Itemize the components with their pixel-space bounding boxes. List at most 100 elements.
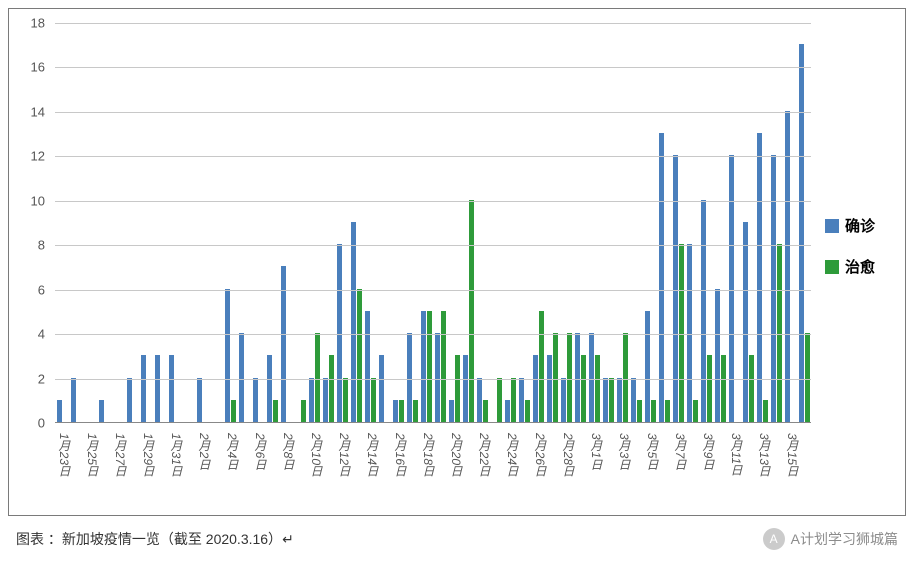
x-tick-label: 3月3日 — [616, 433, 633, 470]
bar-confirmed — [603, 378, 608, 422]
x-tick-label: 1月27日 — [112, 433, 129, 477]
bar-confirmed — [421, 311, 426, 422]
bar-recovered — [581, 355, 586, 422]
x-tick-label: 2月12日 — [336, 433, 353, 477]
x-tick-label: 3月9日 — [700, 433, 717, 470]
x-tick-label: 3月13日 — [756, 433, 773, 477]
grid-line — [55, 67, 811, 68]
bar-confirmed — [337, 244, 342, 422]
bar-recovered — [707, 355, 712, 422]
x-tick-label: 2月16日 — [392, 433, 409, 477]
bar-recovered — [609, 378, 614, 422]
bar-confirmed — [533, 355, 538, 422]
grid-line — [55, 290, 811, 291]
legend-label-confirmed: 确诊 — [845, 215, 875, 236]
bar-confirmed — [799, 44, 804, 422]
bar-recovered — [455, 355, 460, 422]
x-tick-label: 2月24日 — [504, 433, 521, 477]
x-tick-label: 3月5日 — [644, 433, 661, 470]
bar-recovered — [679, 244, 684, 422]
grid-line — [55, 201, 811, 202]
grid-line — [55, 334, 811, 335]
bar-recovered — [665, 400, 670, 422]
x-tick-label: 1月31日 — [168, 433, 185, 477]
bar-confirmed — [715, 289, 720, 422]
bar-recovered — [637, 400, 642, 422]
y-tick-label: 10 — [5, 193, 45, 208]
x-tick-label: 1月23日 — [56, 433, 73, 477]
bar-confirmed — [57, 400, 62, 422]
bars-wrap — [55, 23, 811, 422]
x-tick-label: 3月1日 — [588, 433, 605, 470]
bar-recovered — [329, 355, 334, 422]
bar-recovered — [301, 400, 306, 422]
bar-recovered — [483, 400, 488, 422]
y-tick-label: 0 — [5, 416, 45, 431]
bar-confirmed — [323, 378, 328, 422]
legend-item-confirmed: 确诊 — [825, 215, 875, 236]
bar-confirmed — [547, 355, 552, 422]
grid-line — [55, 379, 811, 380]
bar-recovered — [231, 400, 236, 422]
grid-line — [55, 23, 811, 24]
bar-recovered — [525, 400, 530, 422]
bar-confirmed — [309, 378, 314, 422]
bar-confirmed — [141, 355, 146, 422]
bar-recovered — [763, 400, 768, 422]
bar-recovered — [273, 400, 278, 422]
bar-confirmed — [253, 378, 258, 422]
bar-recovered — [595, 355, 600, 422]
x-tick-label: 2月20日 — [448, 433, 465, 477]
bar-confirmed — [449, 400, 454, 422]
y-tick-label: 12 — [5, 149, 45, 164]
legend-label-recovered: 治愈 — [845, 256, 875, 277]
bar-confirmed — [365, 311, 370, 422]
bar-recovered — [413, 400, 418, 422]
bar-confirmed — [631, 378, 636, 422]
bar-confirmed — [477, 378, 482, 422]
bar-recovered — [721, 355, 726, 422]
bar-confirmed — [351, 222, 356, 422]
bar-confirmed — [743, 222, 748, 422]
y-tick-label: 18 — [5, 16, 45, 31]
x-tick-label: 2月8日 — [280, 433, 297, 470]
chart-container: 024681012141618 1月23日1月25日1月27日1月29日1月31… — [8, 8, 906, 516]
legend: 确诊 治愈 — [825, 215, 875, 297]
y-tick-label: 16 — [5, 60, 45, 75]
legend-item-recovered: 治愈 — [825, 256, 875, 277]
bar-confirmed — [645, 311, 650, 422]
bar-recovered — [539, 311, 544, 422]
bar-confirmed — [225, 289, 230, 422]
x-tick-label: 2月10日 — [308, 433, 325, 477]
bar-confirmed — [155, 355, 160, 422]
bar-confirmed — [785, 111, 790, 422]
x-tick-label: 2月28日 — [560, 433, 577, 477]
bar-confirmed — [379, 355, 384, 422]
y-tick-label: 4 — [5, 327, 45, 342]
x-axis-labels: 1月23日1月25日1月27日1月29日1月31日2月2日2月4日2月6日2月8… — [55, 431, 811, 511]
bar-confirmed — [519, 378, 524, 422]
bar-recovered — [511, 378, 516, 422]
bar-recovered — [441, 311, 446, 422]
bar-confirmed — [267, 355, 272, 422]
x-tick-label: 3月15日 — [784, 433, 801, 477]
bar-recovered — [693, 400, 698, 422]
bar-confirmed — [71, 378, 76, 422]
x-tick-label: 2月4日 — [224, 433, 241, 470]
bar-recovered — [427, 311, 432, 422]
caption-prefix: 图表 ： — [16, 531, 62, 547]
bar-confirmed — [505, 400, 510, 422]
bar-confirmed — [127, 378, 132, 422]
x-tick-label: 3月7日 — [672, 433, 689, 470]
x-tick-label: 2月14日 — [364, 433, 381, 477]
x-tick-label: 2月26日 — [532, 433, 549, 477]
bar-recovered — [357, 289, 362, 422]
grid-line — [55, 245, 811, 246]
bar-confirmed — [169, 355, 174, 422]
x-tick-label: 3月11日 — [728, 433, 745, 476]
bar-confirmed — [197, 378, 202, 422]
caption-row: 图表 ：新加坡疫情一览（截至 2020.3.16）↵ A A计划学习狮城篇 — [8, 520, 906, 558]
bar-confirmed — [99, 400, 104, 422]
chart-caption: 图表 ：新加坡疫情一览（截至 2020.3.16）↵ — [16, 529, 294, 549]
x-tick-label: 1月29日 — [140, 433, 157, 477]
